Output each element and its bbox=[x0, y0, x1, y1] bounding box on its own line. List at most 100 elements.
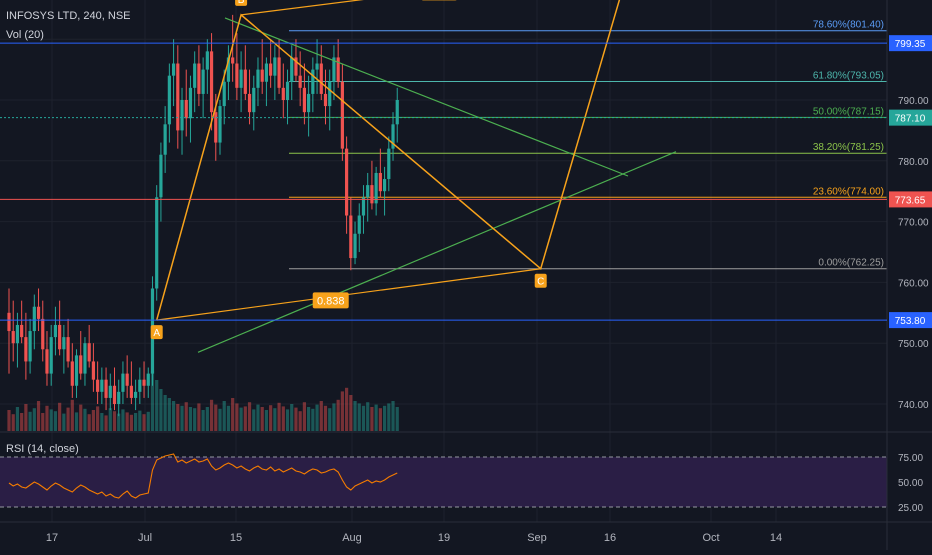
volume-bar bbox=[7, 410, 10, 431]
candle-body bbox=[92, 361, 95, 379]
volume-bar bbox=[265, 410, 268, 431]
candle-body bbox=[337, 57, 340, 81]
volume-bar bbox=[218, 409, 221, 431]
price-marker-label: 799.35 bbox=[895, 39, 926, 50]
symbol-legend[interactable]: INFOSYS LTD, 240, NSE bbox=[6, 10, 131, 22]
volume-bar bbox=[324, 406, 327, 431]
volume-bar bbox=[223, 401, 226, 431]
volume-bar bbox=[290, 404, 293, 431]
candle-body bbox=[16, 325, 19, 343]
price-tick-label: 740.00 bbox=[898, 400, 929, 411]
candle-body bbox=[45, 349, 48, 373]
candle-body bbox=[117, 392, 120, 404]
candle-body bbox=[328, 82, 331, 106]
fib-level-label: 0.00%(762.25) bbox=[818, 258, 884, 269]
volume-bar bbox=[379, 408, 382, 431]
volume-bar bbox=[337, 400, 340, 431]
volume-bar bbox=[155, 380, 158, 431]
pattern-point-label: B bbox=[238, 0, 245, 6]
candle-body bbox=[50, 337, 53, 373]
volume-bar bbox=[273, 408, 276, 431]
candle-body bbox=[7, 313, 10, 331]
volume-bar bbox=[256, 405, 259, 431]
candle-body bbox=[256, 70, 259, 88]
candle-body bbox=[299, 76, 302, 88]
price-tick-label: 780.00 bbox=[898, 157, 929, 168]
candle-body bbox=[83, 343, 86, 373]
volume-bar bbox=[71, 400, 74, 431]
volume-bar bbox=[206, 407, 209, 431]
volume-bar bbox=[391, 401, 394, 431]
price-tick-label: 750.00 bbox=[898, 339, 929, 350]
time-tick-label: Aug bbox=[342, 532, 362, 544]
candle-body bbox=[202, 70, 205, 94]
volume-bar bbox=[88, 414, 91, 431]
candle-body bbox=[396, 100, 399, 124]
candle-body bbox=[252, 88, 255, 112]
volume-bar bbox=[375, 405, 378, 431]
candle-body bbox=[265, 64, 268, 82]
fib-level-label: 50.00%(787.15) bbox=[813, 106, 884, 117]
candle-body bbox=[159, 155, 162, 198]
candle-body bbox=[307, 94, 310, 112]
candle-body bbox=[375, 173, 378, 203]
candle-body bbox=[379, 173, 382, 191]
candle-body bbox=[134, 392, 137, 398]
candle-body bbox=[261, 70, 264, 82]
volume-bar bbox=[159, 389, 162, 431]
volume-bar bbox=[41, 413, 44, 431]
volume-bar bbox=[269, 405, 272, 431]
volume-bar bbox=[147, 412, 150, 431]
volume-bar bbox=[366, 402, 369, 431]
volume-bar bbox=[362, 406, 365, 431]
volume-bar bbox=[33, 408, 36, 431]
candle-body bbox=[126, 374, 129, 386]
candle-body bbox=[206, 51, 209, 69]
volume-bar bbox=[12, 414, 15, 431]
fib-level-label: 61.80%(793.05) bbox=[813, 70, 884, 81]
candle-body bbox=[218, 106, 221, 142]
candle-body bbox=[33, 307, 36, 331]
candle-body bbox=[244, 70, 247, 94]
volume-bar bbox=[168, 398, 171, 431]
volume-bar bbox=[244, 406, 247, 431]
candle-body bbox=[269, 64, 272, 76]
volume-bar bbox=[383, 406, 386, 431]
candle-body bbox=[273, 57, 276, 75]
volume-bar bbox=[45, 406, 48, 431]
candle-body bbox=[324, 94, 327, 106]
volume-bar bbox=[214, 405, 217, 431]
candle-body bbox=[286, 82, 289, 100]
fib-level-label: 38.20%(781.25) bbox=[813, 142, 884, 153]
volume-bar bbox=[261, 407, 264, 431]
volume-bar bbox=[294, 408, 297, 431]
candle-body bbox=[311, 70, 314, 94]
volume-bar bbox=[50, 409, 53, 431]
candle-body bbox=[277, 57, 280, 87]
volume-bar bbox=[311, 409, 314, 431]
candle-body bbox=[315, 64, 318, 70]
candle-body bbox=[147, 374, 150, 386]
candle-body bbox=[370, 185, 373, 203]
volume-bar bbox=[286, 409, 289, 431]
volume-bar bbox=[370, 407, 373, 431]
rsi-legend[interactable]: RSI (14, close) bbox=[6, 443, 79, 455]
volume-bar bbox=[16, 407, 19, 431]
volume-bar bbox=[24, 404, 27, 431]
price-marker-label: 787.10 bbox=[895, 114, 926, 125]
candle-body bbox=[341, 82, 344, 149]
volume-bar bbox=[92, 410, 95, 431]
price-tick-label: 790.00 bbox=[898, 96, 929, 107]
volume-legend[interactable]: Vol (20) bbox=[6, 29, 44, 41]
time-tick-label: 15 bbox=[230, 532, 242, 544]
volume-bar bbox=[75, 412, 78, 431]
volume-bar bbox=[20, 413, 23, 431]
volume-bar bbox=[142, 414, 145, 431]
time-tick-label: 14 bbox=[770, 532, 782, 544]
volume-bar bbox=[345, 388, 348, 431]
volume-bar bbox=[282, 406, 285, 431]
volume-bar bbox=[240, 408, 243, 431]
candle-body bbox=[353, 234, 356, 258]
